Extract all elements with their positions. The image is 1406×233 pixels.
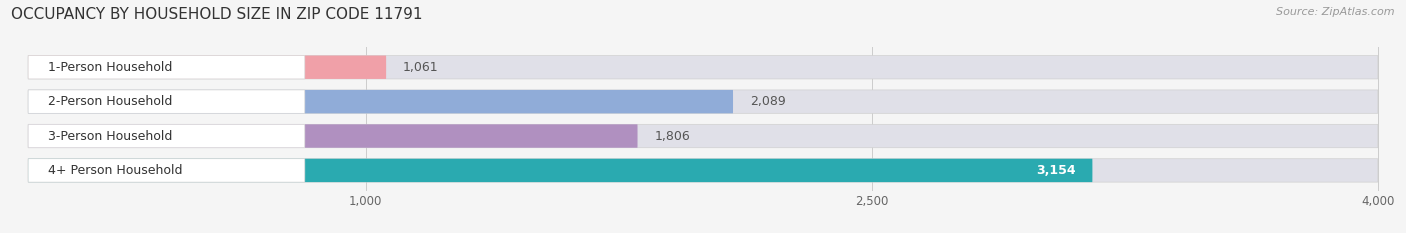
FancyBboxPatch shape	[28, 159, 305, 182]
Text: 2,089: 2,089	[749, 95, 786, 108]
Text: 1,061: 1,061	[404, 61, 439, 74]
FancyBboxPatch shape	[28, 124, 637, 148]
Text: 2-Person Household: 2-Person Household	[48, 95, 173, 108]
Text: 3-Person Household: 3-Person Household	[48, 130, 173, 143]
FancyBboxPatch shape	[28, 90, 1378, 113]
FancyBboxPatch shape	[28, 90, 733, 113]
FancyBboxPatch shape	[28, 55, 387, 79]
FancyBboxPatch shape	[28, 124, 305, 148]
FancyBboxPatch shape	[28, 159, 1378, 182]
Text: 4+ Person Household: 4+ Person Household	[48, 164, 183, 177]
FancyBboxPatch shape	[28, 55, 305, 79]
Text: 1-Person Household: 1-Person Household	[48, 61, 173, 74]
FancyBboxPatch shape	[28, 159, 1092, 182]
FancyBboxPatch shape	[28, 55, 1378, 79]
FancyBboxPatch shape	[28, 90, 305, 113]
Text: 3,154: 3,154	[1036, 164, 1076, 177]
Text: 1,806: 1,806	[654, 130, 690, 143]
FancyBboxPatch shape	[28, 124, 1378, 148]
Text: OCCUPANCY BY HOUSEHOLD SIZE IN ZIP CODE 11791: OCCUPANCY BY HOUSEHOLD SIZE IN ZIP CODE …	[11, 7, 423, 22]
Text: Source: ZipAtlas.com: Source: ZipAtlas.com	[1277, 7, 1395, 17]
